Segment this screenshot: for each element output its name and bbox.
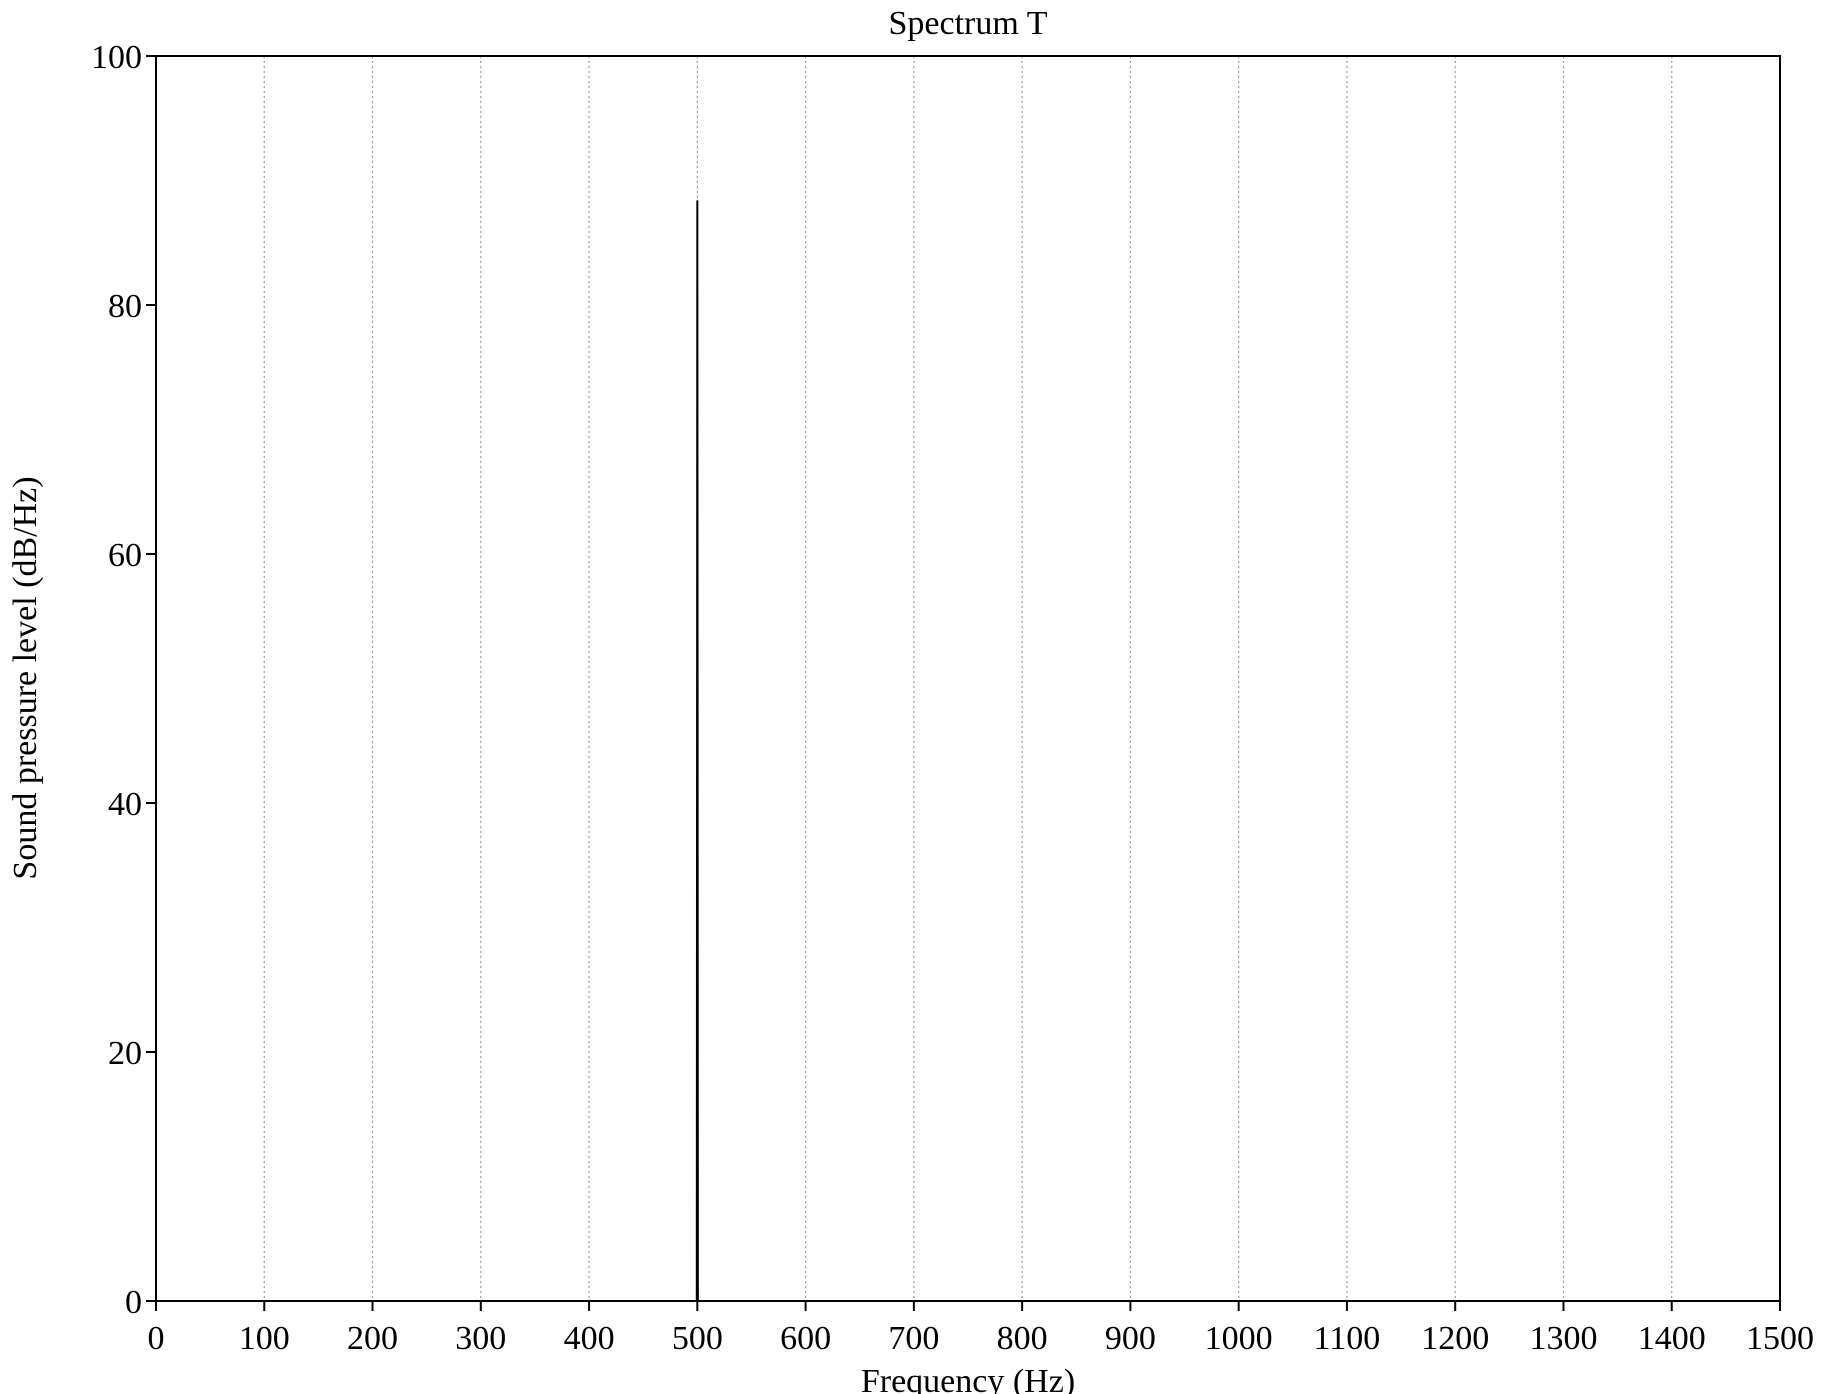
x-tick-label: 1500 xyxy=(1746,1320,1814,1357)
x-tick-label: 500 xyxy=(672,1320,723,1357)
x-tick-label: 300 xyxy=(455,1320,506,1357)
x-axis-title: Frequency (Hz) xyxy=(861,1363,1075,1394)
x-tick-label: 1400 xyxy=(1638,1320,1706,1357)
y-axis-ticks: 0 20 40 60 80 100 xyxy=(91,39,156,1321)
x-tick-label: 200 xyxy=(347,1320,398,1357)
series-group xyxy=(156,200,1780,1302)
x-axis-ticks: 0 100 200 300 400 500 600 700 800 900 1000 1100 1200… xyxy=(148,1301,1814,1357)
x-tick-label: 900 xyxy=(1105,1320,1156,1357)
x-tick-label: 800 xyxy=(997,1320,1048,1357)
x-tick-label: 1100 xyxy=(1314,1320,1381,1357)
y-tick-label: 100 xyxy=(91,39,142,76)
y-tick-label: 80 xyxy=(108,288,142,325)
plot-frame xyxy=(155,55,1781,1302)
x-tick-label: 100 xyxy=(239,1320,290,1357)
x-tick-label: 1200 xyxy=(1421,1320,1489,1357)
x-tick-label: 1300 xyxy=(1529,1320,1597,1357)
y-axis-title: Sound pressure level (dB/Hz) xyxy=(7,476,44,879)
y-tick-label: 60 xyxy=(108,537,142,574)
x-tick-label: 1000 xyxy=(1205,1320,1273,1357)
y-tick-label: 0 xyxy=(125,1284,142,1321)
x-tick-label: 400 xyxy=(564,1320,615,1357)
x-tick-label: 600 xyxy=(780,1320,831,1357)
x-tick-label: 0 xyxy=(148,1320,165,1357)
chart-title: Spectrum T xyxy=(889,5,1048,42)
grid-lines xyxy=(263,56,1673,1301)
x-tick-label: 700 xyxy=(888,1320,939,1357)
y-tick-label: 40 xyxy=(108,786,142,823)
y-tick-label: 20 xyxy=(108,1035,142,1072)
spectrum-series-line xyxy=(156,200,1780,1302)
